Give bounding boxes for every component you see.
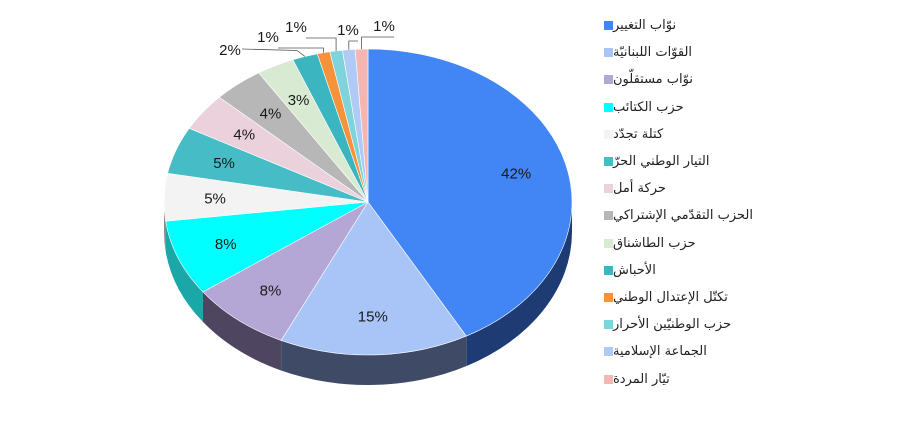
- legend-label: تيّار المردة: [613, 371, 670, 387]
- pie-sides: [164, 202, 572, 385]
- legend-item-12: الجماعة الإسلامية: [598, 338, 898, 365]
- data-label-12: 1%: [337, 22, 359, 39]
- leader-line-9: [241, 48, 306, 57]
- slice-3: [165, 201, 369, 293]
- legend-item-13: تيّار المردة: [598, 365, 898, 392]
- legend-swatch: [604, 184, 613, 194]
- legend: نوّاب التغيير القوّات اللبنانيّة نوّاب مست…: [598, 12, 898, 393]
- legend-label: حزب الوطنيّين الأحرار: [613, 317, 732, 333]
- legend-swatch: [604, 102, 613, 112]
- leader-lines: [241, 36, 394, 57]
- legend-swatch: [604, 211, 613, 221]
- leader-line-12: [348, 40, 358, 50]
- legend-item-11: حزب الوطنيّين الأحرار: [598, 311, 898, 338]
- legend-label: التيار الوطني الحرّ: [613, 154, 710, 170]
- legend-label: تكتّل الإعتدال الوطني: [613, 289, 728, 305]
- legend-label: الجماعة الإسلامية: [613, 344, 707, 360]
- legend-swatch: [604, 374, 613, 384]
- legend-item-10: تكتّل الإعتدال الوطني: [598, 284, 898, 311]
- legend-item-5: التيار الوطني الحرّ: [598, 148, 898, 175]
- legend-swatch: [604, 238, 613, 248]
- data-label-13: 1%: [373, 18, 395, 35]
- slice-side-1: [281, 336, 467, 385]
- legend-label: حزب الطاشناق: [613, 235, 696, 251]
- legend-swatch: [604, 75, 613, 85]
- legend-swatch: [604, 129, 613, 139]
- legend-item-3: حزب الكتائب: [598, 94, 898, 121]
- slice-side-3: [165, 221, 203, 322]
- legend-label: حركة أمل: [613, 181, 666, 197]
- data-label-2: 8%: [260, 282, 282, 299]
- legend-swatch: [604, 21, 613, 31]
- data-label-3: 8%: [215, 236, 237, 253]
- data-label-7: 4%: [260, 106, 282, 123]
- legend-swatch: [604, 48, 613, 58]
- data-label-9: 2%: [219, 42, 241, 59]
- legend-item-0: نوّاب التغيير: [598, 12, 898, 39]
- legend-label: حزب الكتائب: [613, 99, 684, 115]
- legend-item-1: القوّات اللبنانيّة: [598, 39, 898, 66]
- slice-2: [202, 201, 369, 341]
- data-label-0: 42%: [501, 165, 531, 182]
- legend-swatch: [604, 320, 613, 330]
- legend-swatch: [604, 265, 613, 275]
- legend-item-4: كتلة تجدّد: [598, 121, 898, 148]
- legend-item-8: حزب الطاشناق: [598, 230, 898, 257]
- legend-swatch: [604, 347, 613, 357]
- data-label-1: 15%: [358, 309, 388, 326]
- data-label-4: 5%: [204, 190, 226, 207]
- data-label-5: 5%: [213, 155, 235, 172]
- pie-slices: [163, 48, 573, 356]
- legend-label: نوّاب مستقلّون: [613, 72, 693, 88]
- legend-item-6: حركة أمل: [598, 175, 898, 202]
- legend-label: القوّات اللبنانيّة: [613, 45, 693, 61]
- legend-item-2: نوّاب مستقلّون: [598, 66, 898, 93]
- data-label-6: 4%: [233, 127, 255, 144]
- leader-line-13: [361, 36, 394, 50]
- leader-line-10: [278, 47, 324, 53]
- data-labels: 42% 15% 8% 8% 5% 5% 4% 4% 3% 2% 1% 1% 1% 1%: [204, 18, 531, 326]
- legend-label: الحزب التقدّمي الإشتراكي: [613, 208, 753, 224]
- slice-side-0: [466, 202, 572, 367]
- slice-side-2: [202, 291, 282, 371]
- data-label-8: 3%: [288, 92, 310, 109]
- legend-label: نوّاب التغيير: [613, 18, 677, 34]
- legend-swatch: [604, 157, 613, 167]
- data-label-10: 1%: [257, 29, 279, 46]
- data-label-11: 1%: [285, 19, 307, 36]
- legend-item-7: الحزب التقدّمي الإشتراكي: [598, 202, 898, 229]
- legend-label: كتلة تجدّد: [613, 126, 664, 142]
- legend-swatch: [604, 292, 613, 302]
- legend-item-9: الأحباش: [598, 257, 898, 284]
- slice-1: [280, 201, 467, 356]
- slice-0: [367, 48, 573, 337]
- legend-label: الأحباش: [613, 262, 656, 278]
- leader-line-11: [306, 37, 337, 51]
